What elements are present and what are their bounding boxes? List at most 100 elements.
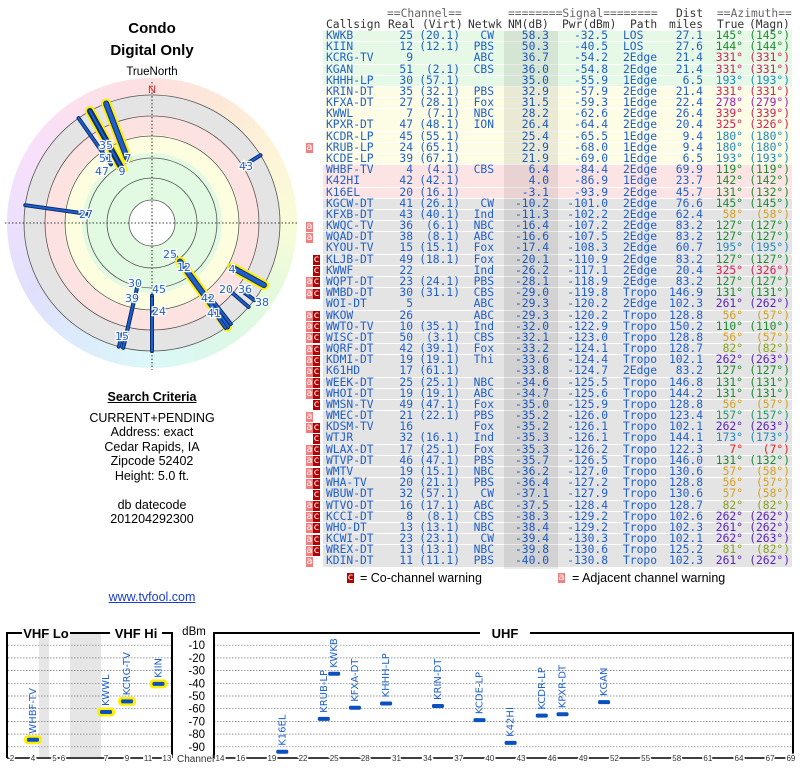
station-row[interactable]: KRIN-DT 35 (32.1) PBS 32.9 -57.9 2Edge 21.4 331°…: [323, 84, 792, 98]
virtual-channel: (48.1): [419, 118, 460, 132]
station-row[interactable]: KWQC-TV 36 (6.1) NBC -16.4 -107.2 2Edge 83.2 127…: [323, 219, 792, 233]
station-row[interactable]: WQAD-DT 38 (8.1) ABC -16.6 -107.5 2Edge 83.2 127…: [323, 231, 792, 243]
power: -126.0: [567, 409, 608, 423]
station-row[interactable]: WQPT-DT 23 (24.1) PBS -28.1 -118.9 2Edge 83.2 12…: [323, 274, 792, 288]
path: Tropo: [623, 420, 658, 434]
station-row[interactable]: KDIN-DT 11 (11.1) PBS -40.0 -130.8 Tropo 102.3 2…: [323, 555, 792, 567]
azimuth-magnetic: (193°): [749, 151, 790, 165]
station-row[interactable]: WMEC-DT 21 (22.1) PBS -35.2 -126.0 Tropo 123.4 1…: [323, 409, 792, 423]
station-row[interactable]: WWTO-TV 10 (35.1) Ind -32.0 -122.9 Tropo 150.2 1…: [323, 319, 792, 333]
station-row[interactable]: K61HD 17 (61.1) -33.8 -124.7 2Edge 83.2 127° (12…: [323, 364, 792, 378]
station-row[interactable]: K16EL 20 (16.1) -3.1 -93.9 2Edge 45.7 131° (132°…: [323, 185, 792, 199]
station-row[interactable]: KHHH-LP 30 (57.1) 35.0 -55.9 1Edge 6.5 193° (193…: [323, 74, 792, 86]
distance: 102.1: [668, 420, 703, 434]
station-row[interactable]: K42HI 42 (42.1) 4.0 -86.9 1Edge 23.7 142° (142°): [323, 174, 792, 188]
distance: 102.3: [668, 297, 703, 311]
station-row[interactable]: KIIN 12 (12.1) PBS 50.3 -40.5 LOS 27.6 144° (144°…: [323, 40, 792, 54]
noise-margin: -10.2: [514, 196, 549, 210]
station-row[interactable]: WMBD-DT 30 (31.1) CBS -29.0 -119.8 Tropo 146.9 1…: [323, 287, 792, 299]
azimuth-true: 56°: [722, 308, 743, 322]
path: Tropo: [623, 342, 658, 356]
station-row[interactable]: KWWL 7 (7.1) NBC 28.2 -62.6 2Edge 26.4 339° (339°…: [323, 107, 792, 121]
station-channel-label: 4: [229, 263, 236, 276]
station-row[interactable]: WTVP-DT 46 (47.1) PBS -35.7 -126.5 Tropo 146.0 1…: [323, 453, 792, 467]
noise-margin: 31.5: [521, 96, 549, 110]
real-channel: 46: [399, 453, 413, 467]
col-path: Path: [630, 18, 658, 31]
station-row[interactable]: KDSM-TV 16 Fox -35.2 -126.1 Tropo 102.1 262° (26…: [323, 420, 792, 434]
station-row[interactable]: WREX-DT 13 (13.1) NBC -39.8 -130.6 Tropo 125.2 8…: [323, 544, 792, 556]
station-row[interactable]: KDMI-DT 19 (19.1) Thi -33.6 -124.4 Tropo 102.1 2…: [323, 354, 792, 366]
network: NBC: [473, 520, 494, 534]
station-row[interactable]: WOI-DT 5 ABC -29.3 -120.2 2Edge 102.3 261° (262°…: [323, 297, 792, 311]
uhf-frame: [213, 632, 794, 758]
station-level-label: KWKB: [329, 638, 340, 668]
real-channel: 20: [399, 185, 413, 199]
azimuth-magnetic: (7°): [762, 442, 790, 456]
station-row[interactable]: KWKB 25 (20.1) CW 58.3 -32.5 LOS 27.1 145° (145°): [323, 29, 792, 42]
station-row[interactable]: KFXA-DT 27 (28.1) Fox 31.5 -59.3 1Edge 22.4 278°…: [323, 96, 792, 110]
station-row[interactable]: WKOW 26 ABC -29.3 -120.2 Tropo 128.8 56° (57°): [323, 308, 792, 322]
station-row[interactable]: WHA-TV 20 (21.1) PBS -36.4 -127.2 Tropo 128.8 56…: [323, 476, 792, 490]
azimuth-true: 180°: [715, 129, 743, 143]
virtual-channel: (42.1): [419, 174, 460, 188]
station-channel-label: 38: [255, 296, 269, 309]
station-row[interactable]: WBUW-DT 32 (57.1) CW -37.1 -127.9 Tropo 130.6 57…: [323, 488, 792, 500]
station-row[interactable]: KFXB-DT 43 (40.1) Ind -11.3 -102.2 2Edge 62.4 58…: [323, 208, 792, 220]
station-row[interactable]: WMTV 19 (15.1) NBC -36.2 -127.0 Tropo 130.6 57° (…: [323, 465, 792, 479]
azimuth-true: 331°: [715, 62, 743, 76]
callsign: K61HD: [326, 364, 361, 378]
station-row[interactable]: KCRG-TV 9 ABC 36.7 -54.2 2Edge 21.4 331° (331°): [323, 52, 792, 64]
station-level-label: KPXR-DT: [558, 664, 569, 708]
x-tick-label: 22: [299, 754, 308, 763]
x-tick-label: 46: [548, 754, 557, 763]
station-row[interactable]: KLJB-DT 49 (18.1) Fox -20.1 -110.9 2Edge 83.2 12…: [323, 252, 792, 266]
station-row[interactable]: KCDE-LP 39 (67.1) 21.9 -69.0 1Edge 6.5 193° (193…: [323, 151, 792, 165]
station-row[interactable]: WTVO-DT 16 (17.1) ABC -37.5 -128.4 Tropo 128.7 8…: [323, 498, 792, 512]
station-row[interactable]: WHOI-DT 19 (19.1) ABC -34.7 -125.6 Tropo 144.2 1…: [323, 387, 792, 399]
network: PBS: [473, 84, 494, 98]
station-row[interactable]: WISC-DT 50 (3.1) CBS -32.1 -123.0 Tropo 128.8 56…: [323, 331, 792, 343]
station-row[interactable]: WHO-DT 13 (13.1) NBC -38.4 -129.2 Tropo 102.3 26…: [323, 520, 792, 534]
station-row[interactable]: KPXR-DT 47 (48.1) ION 26.4 -64.4 2Edge 20.4 325°…: [323, 118, 792, 132]
station-row[interactable]: WHBF-TV 4 (4.1) CBS 6.4 -84.4 2Edge 69.9 119° (11…: [323, 164, 792, 176]
x-tick-label: 37: [454, 754, 463, 763]
station-row[interactable]: KWWF 22 Ind -26.2 -117.1 2Edge 20.4 325° (326°): [323, 264, 792, 276]
tvfool-link[interactable]: www.tvfool.com: [108, 590, 196, 604]
noise-margin: -28.1: [514, 274, 549, 288]
station-level-label: KRUB-LP: [319, 670, 330, 713]
station-row[interactable]: KYOU-TV 15 (15.1) Fox -17.4 -108.3 2Edge 60.7 19…: [323, 242, 792, 254]
virtual-channel: (22.1): [419, 409, 460, 423]
azimuth-magnetic: (110°): [749, 319, 790, 333]
station-row[interactable]: KCWI-DT 23 (23.1) CW -39.4 -130.3 Tropo 102.1 26…: [323, 532, 792, 546]
station-row[interactable]: WQRF-DT 42 (39.1) Fox -33.2 -124.1 Tropo 128.7 8…: [323, 342, 792, 356]
station-row[interactable]: WTJR 32 (16.1) Ind -35.3 -126.1 Tropo 144.1 173°…: [323, 431, 792, 445]
station-row[interactable]: WLAX-DT 17 (25.1) Fox -35.3 -126.2 Tropo 122.3 7…: [323, 442, 792, 456]
station-row[interactable]: WEEK-DT 25 (25.1) NBC -34.6 -125.5 Tropo 146.8 1…: [323, 376, 792, 388]
station-row[interactable]: KRUB-LP 24 (65.1) 22.9 -68.0 1Edge 9.4 180° (180…: [323, 141, 792, 153]
noise-margin: -33.8: [514, 364, 549, 378]
noise-margin: 21.9: [521, 151, 549, 165]
path: 2Edge: [623, 107, 658, 121]
y-tick-label: -20: [188, 653, 205, 665]
noise-margin: -39.4: [514, 532, 549, 546]
x-tick-label: 31: [392, 754, 401, 763]
station-row[interactable]: KCDR-LP 45 (55.1) 25.4 -65.5 1Edge 9.4 180° (180…: [323, 129, 792, 143]
real-channel: 39: [399, 151, 413, 165]
station-row[interactable]: KGCW-DT 41 (26.1) CW -10.2 -101.0 2Edge 76.6 145…: [323, 196, 792, 210]
azimuth-true: 82°: [722, 498, 743, 512]
station-row[interactable]: KGAN 51 (2.1) CBS 36.0 -54.8 2Edge 21.4 331° (331…: [323, 62, 792, 76]
azimuth-magnetic: (145°): [749, 29, 790, 42]
station-row[interactable]: KCCI-DT 8 (8.1) CBS -38.3 -129.2 Tropo 102.6 262…: [323, 510, 792, 522]
noise-margin: -16.4: [514, 219, 549, 233]
adjacent-channel-icon: a: [558, 572, 565, 583]
callsign: WMTV: [326, 465, 354, 479]
station-row[interactable]: WMSN-TV 49 (47.1) Fox -35.0 -125.9 Tropo 128.8 5…: [323, 398, 792, 410]
virtual-channel: (18.1): [419, 252, 460, 266]
power: -126.1: [567, 431, 608, 445]
real-channel: 12: [399, 40, 413, 54]
adjacent-channel-warning-icon: a: [306, 377, 313, 389]
path: Tropo: [623, 476, 658, 490]
adjacent-channel-warning-icon: a: [306, 321, 313, 333]
